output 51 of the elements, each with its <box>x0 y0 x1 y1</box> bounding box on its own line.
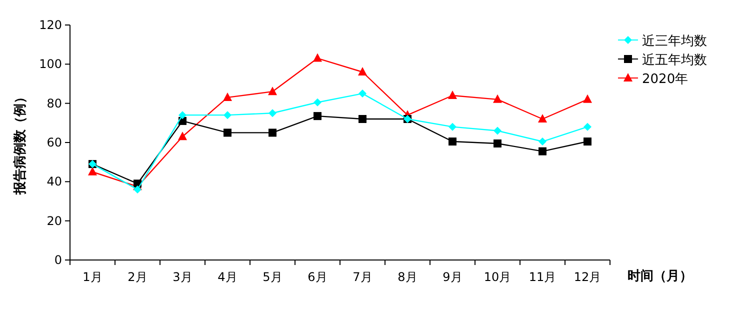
x-tick-label: 3月 <box>172 270 192 284</box>
point <box>538 114 547 122</box>
point <box>178 111 186 120</box>
point <box>538 138 546 146</box>
point <box>134 186 142 194</box>
point <box>358 67 367 76</box>
point <box>313 53 322 62</box>
point <box>494 126 502 135</box>
x-tick-label: 5月 <box>262 270 282 284</box>
y-axis-title: 报告病例数（例） <box>12 90 28 196</box>
y-tick-label: 100 <box>39 57 62 72</box>
y-tick-label: 60 <box>46 136 62 150</box>
point <box>314 112 322 120</box>
x-tick-label: 7月 <box>352 270 372 284</box>
x-tick-label: 8月 <box>398 270 418 284</box>
y-tick-label: 40 <box>46 174 62 189</box>
point <box>224 111 232 120</box>
x-tick-label: 9月 <box>442 270 462 284</box>
point <box>268 86 277 96</box>
x-tick-label: 4月 <box>218 270 238 284</box>
point <box>584 138 592 146</box>
point <box>314 98 322 106</box>
x-tick-label: 1月 <box>82 270 102 284</box>
legend-label: 2020年 <box>642 72 688 87</box>
point <box>224 128 232 137</box>
point <box>538 147 546 156</box>
point <box>494 139 502 148</box>
point <box>178 132 187 140</box>
y-tick-label: 80 <box>46 96 62 110</box>
x-tick-label: 11月 <box>528 270 556 284</box>
point <box>584 122 592 131</box>
x-tick-label: 12月 <box>574 270 602 284</box>
x-tick-label: 6月 <box>308 270 328 284</box>
point <box>493 94 502 103</box>
point <box>583 94 592 103</box>
point <box>223 92 232 101</box>
legend-label: 近五年均数 <box>642 53 707 68</box>
y-tick-label: 0 <box>54 253 62 267</box>
legend-label: 近三年均数 <box>642 34 707 49</box>
point <box>268 128 276 137</box>
point <box>358 90 366 98</box>
point <box>358 115 366 123</box>
point <box>448 90 457 99</box>
x-axis-title: 时间（月） <box>628 269 692 284</box>
y-tick-label: 20 <box>46 214 62 228</box>
y-tick-label: 120 <box>39 18 62 32</box>
point <box>448 138 456 146</box>
x-tick-label: 2月 <box>128 270 148 284</box>
point <box>268 109 276 118</box>
point <box>448 122 456 131</box>
x-tick-label: 10月 <box>484 270 512 284</box>
